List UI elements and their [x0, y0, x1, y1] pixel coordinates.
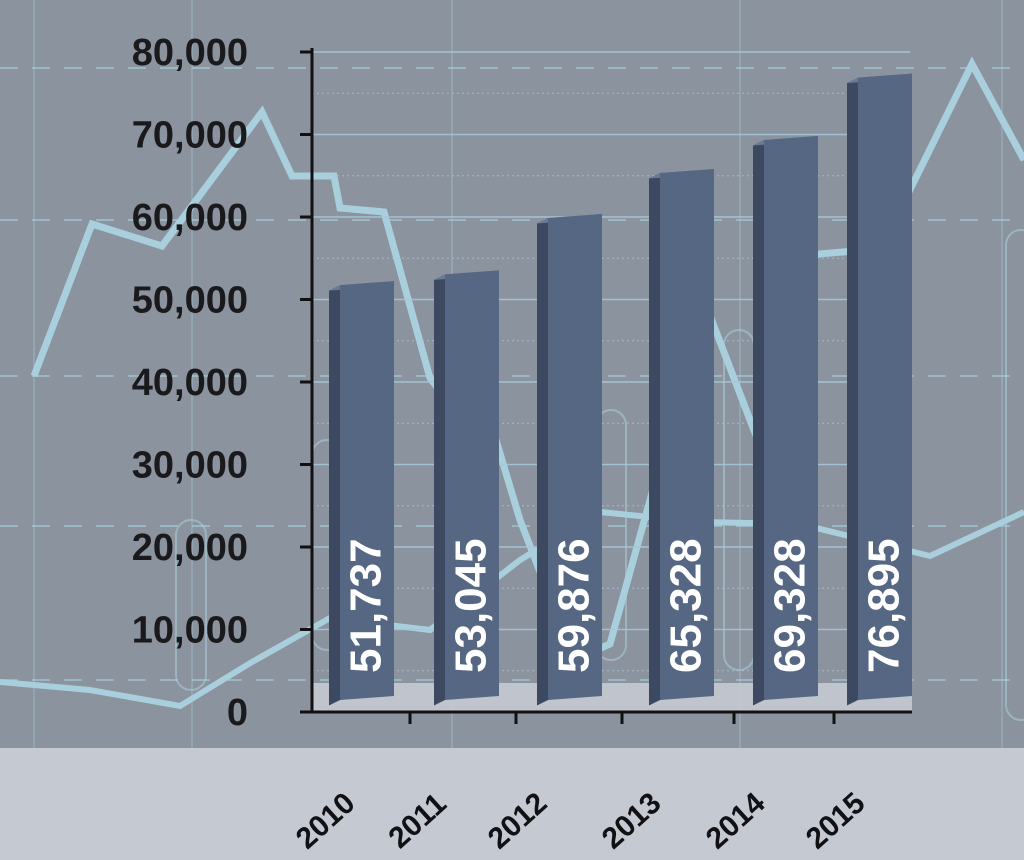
bar [548, 214, 602, 700]
bar [445, 270, 499, 700]
bar-side-face [537, 218, 548, 706]
y-tick-label: 50,000 [132, 280, 248, 322]
decorative-capsule [723, 329, 755, 671]
bar-side-face [847, 77, 858, 706]
y-tick-label: 70,000 [132, 115, 248, 157]
bar [858, 73, 912, 700]
bar [764, 136, 818, 700]
y-tick-label: 20,000 [132, 527, 248, 569]
y-tick-label: 40,000 [132, 362, 248, 404]
y-tick-label: 0 [227, 692, 248, 734]
y-tick-label: 10,000 [132, 610, 248, 652]
lower-band [0, 748, 1024, 860]
bar-side-face [649, 173, 660, 706]
decorative-capsule [175, 519, 207, 691]
data-label: 59,876 [550, 538, 599, 673]
data-label: 53,045 [447, 538, 496, 673]
bar [340, 281, 394, 700]
decorative-trend-line-upper [30, 56, 1024, 665]
gridlines [312, 51, 912, 712]
y-tick-label: 30,000 [132, 445, 248, 487]
axes [310, 48, 912, 714]
y-axis-ticks: 0 10,000 20,000 30,000 40,000 50,000 60,000 70,… [132, 32, 312, 734]
y-tick-label: 80,000 [132, 32, 248, 74]
data-label: 69,328 [766, 538, 815, 673]
bar-2014: 69,328 [753, 136, 818, 706]
plot-floor [312, 683, 912, 712]
decorative-capsule [1005, 229, 1024, 721]
bar-2015: 76,895 [847, 73, 912, 706]
bar-side-face [329, 285, 340, 706]
bar-side-face [753, 140, 764, 706]
bar-2012: 59,876 [537, 214, 602, 706]
bar-2011: 53,045 [434, 270, 499, 706]
y-tick-label: 60,000 [132, 197, 248, 239]
bar [660, 169, 714, 700]
bars: 51,737 53,045 59,876 65,328 69,328 76,895 [329, 73, 912, 706]
data-label: 65,328 [662, 538, 711, 673]
data-label: 51,737 [342, 538, 391, 673]
data-label: 76,895 [860, 538, 909, 673]
bar-2013: 65,328 [649, 169, 714, 706]
bar-side-face [434, 274, 445, 706]
bar-2010: 51,737 [329, 281, 394, 706]
